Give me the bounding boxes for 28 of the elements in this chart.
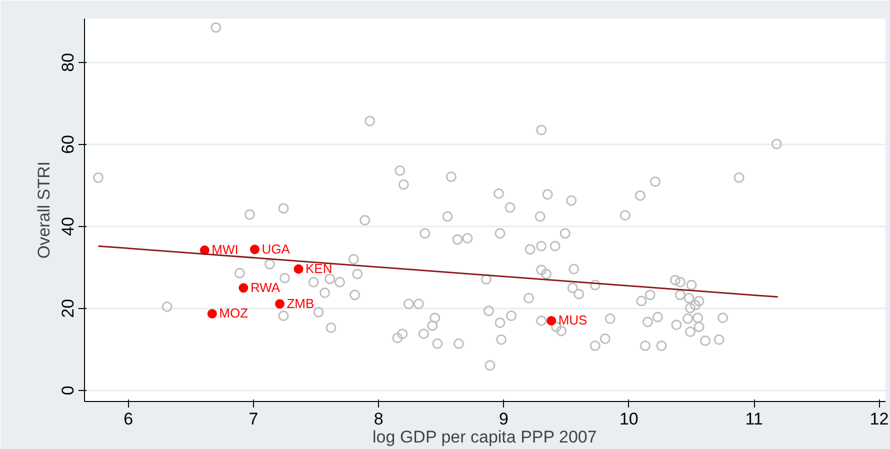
y-tick-label: 40: [58, 216, 78, 236]
annotation: MWI: [212, 242, 238, 258]
y-tick-label: 60: [58, 134, 78, 154]
x-tick-label: 12: [870, 410, 889, 428]
point: [294, 264, 304, 274]
y-axis-title: Overall STRI: [34, 161, 54, 259]
x-tick-label: 6: [124, 410, 134, 428]
annotation: MUS: [558, 312, 588, 328]
x-tick-label: 9: [499, 410, 509, 428]
y-tick-label: 20: [58, 298, 78, 318]
y-tick-label: 80: [58, 52, 78, 72]
point: [200, 245, 210, 255]
point: [250, 244, 260, 254]
point: [238, 283, 248, 293]
y-tick-label: 0: [58, 386, 78, 396]
point: [546, 316, 556, 326]
point: [274, 299, 284, 309]
annotation: RWA: [250, 280, 280, 295]
x-tick-label: 7: [248, 410, 258, 428]
annotation: UGA: [262, 241, 290, 256]
annotation: KEN: [306, 261, 332, 276]
x-tick-label: 8: [374, 410, 384, 428]
x-tick-label: 10: [619, 410, 638, 428]
annotation: ZMB: [286, 296, 314, 311]
x-axis-title: log GDP per capita PPP 2007: [372, 428, 597, 446]
x-tick-label: 11: [745, 410, 763, 428]
annotation: MOZ: [219, 306, 248, 321]
point: [207, 309, 217, 318]
